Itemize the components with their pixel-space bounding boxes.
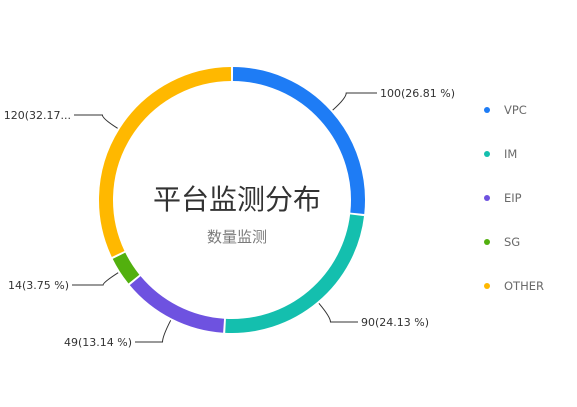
slice-vpc[interactable] [232, 67, 365, 215]
legend-item-im[interactable]: IM [484, 144, 517, 164]
leader-line-eip [135, 320, 172, 343]
leader-line-other [74, 114, 118, 129]
legend-marker-sg [484, 239, 490, 245]
data-label-eip: 49(13.14 %) [64, 336, 132, 349]
legend-label-im: IM [504, 147, 518, 161]
legend-item-eip[interactable]: EIP [484, 188, 522, 208]
slice-im[interactable] [225, 214, 365, 333]
chart-title: 平台监测分布 [153, 183, 321, 216]
legend-label-other: OTHER [504, 279, 544, 293]
data-label-vpc: 100(26.81 %) [380, 87, 455, 100]
legend-label-sg: SG [504, 235, 521, 249]
legend-item-vpc[interactable]: VPC [484, 100, 527, 120]
legend-item-sg[interactable]: SG [484, 232, 520, 252]
legend-marker-eip [484, 195, 490, 201]
data-label-other: 120(32.17... [4, 109, 71, 122]
legend-marker-vpc [484, 107, 490, 113]
leader-line-im [318, 302, 358, 323]
chart-subtitle: 数量监测 [207, 228, 267, 246]
legend-label-vpc: VPC [504, 103, 527, 117]
slice-other[interactable] [99, 67, 232, 257]
leader-line-vpc [332, 92, 377, 111]
legend-item-other[interactable]: OTHER [484, 276, 544, 296]
slice-eip[interactable] [129, 276, 225, 333]
legend-marker-im [484, 151, 490, 157]
legend-label-eip: EIP [504, 191, 522, 205]
leader-line-sg [72, 272, 119, 286]
legend-marker-other [484, 283, 490, 289]
slice-sg[interactable] [112, 252, 140, 284]
data-label-sg: 14(3.75 %) [8, 279, 69, 292]
data-label-im: 90(24.13 %) [361, 316, 429, 329]
